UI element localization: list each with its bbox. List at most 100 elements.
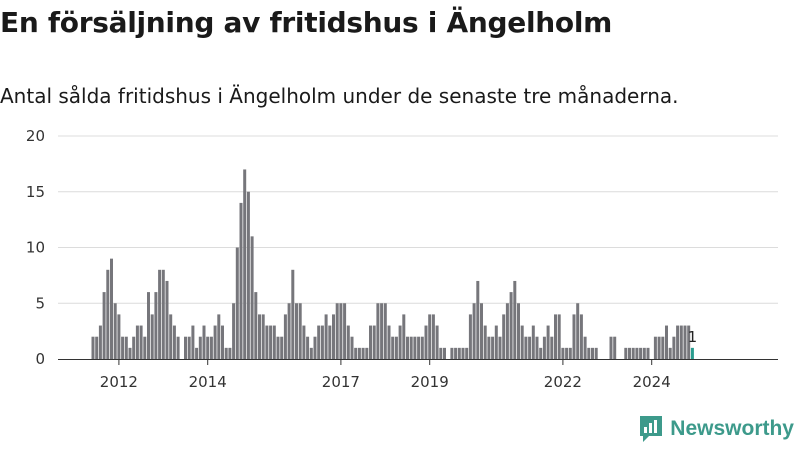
bar (254, 292, 258, 359)
bar (121, 336, 125, 359)
bar (132, 336, 136, 359)
bar (665, 325, 668, 359)
bar (439, 347, 443, 359)
bar (535, 336, 539, 359)
bar-chart: 0 5 10 15 20 2012 2014 2017 2019 2022 2024 1 (26, 127, 778, 391)
bar (246, 191, 250, 359)
bar (91, 336, 95, 359)
bar (531, 325, 535, 359)
bar (209, 336, 213, 359)
bar (465, 347, 469, 359)
bar (391, 336, 395, 359)
bar (235, 247, 239, 359)
bar (250, 236, 254, 359)
bar (646, 347, 650, 359)
bar (457, 347, 461, 359)
bar (587, 347, 591, 359)
x-tick-label: 2014 (189, 373, 227, 391)
bar (409, 336, 413, 359)
bar (154, 292, 158, 359)
bar (480, 303, 483, 359)
bar (402, 314, 406, 359)
bar (161, 269, 165, 359)
bar (628, 347, 631, 359)
bar (191, 325, 195, 359)
x-tick-label: 2022 (544, 373, 582, 391)
bar (98, 325, 102, 359)
bar (383, 303, 387, 359)
bar (280, 336, 284, 359)
bar (565, 347, 569, 359)
bar (668, 347, 672, 359)
bar (147, 292, 150, 359)
bar (428, 314, 432, 359)
brand-name: Newsworthy (670, 417, 794, 440)
bar (261, 314, 265, 359)
x-tick-label: 2019 (411, 373, 449, 391)
bar (406, 336, 409, 359)
bar (642, 347, 646, 359)
bar (561, 347, 565, 359)
y-tick-label: 20 (26, 127, 45, 145)
bar-latest (690, 347, 694, 359)
bar (435, 325, 439, 359)
bar (110, 258, 113, 359)
bar (380, 303, 384, 359)
bar (350, 336, 354, 359)
bar (335, 303, 339, 359)
bar (343, 303, 347, 359)
bar (369, 325, 372, 359)
bar (176, 336, 180, 359)
bar (158, 269, 162, 359)
bar (520, 325, 524, 359)
bar (376, 303, 380, 359)
bar (472, 303, 476, 359)
bar (557, 314, 561, 359)
bar (676, 325, 680, 359)
bar (102, 292, 106, 359)
bar (228, 347, 232, 359)
bar (243, 169, 247, 359)
bar (661, 336, 665, 359)
bar (583, 336, 587, 359)
bar (450, 347, 454, 359)
chart-title: En försäljning av fritidshus i Ängelholm (0, 6, 613, 39)
bar (139, 325, 143, 359)
y-tick-label: 0 (35, 350, 45, 368)
bar (302, 325, 306, 359)
bar (113, 303, 117, 359)
bar (324, 314, 328, 359)
bar (287, 303, 291, 359)
bar (169, 314, 173, 359)
bar (269, 325, 273, 359)
bar (579, 314, 583, 359)
bar (461, 347, 465, 359)
bar (195, 347, 199, 359)
bar (306, 336, 310, 359)
bar (476, 280, 480, 359)
bar (613, 336, 617, 359)
bar (165, 280, 169, 359)
bar (635, 347, 639, 359)
bar (631, 347, 635, 359)
bar (239, 202, 243, 359)
bar (509, 292, 513, 359)
bar (443, 347, 446, 359)
bar (187, 336, 191, 359)
bar (554, 314, 557, 359)
bar (528, 336, 532, 359)
bar (431, 314, 435, 359)
bar (483, 325, 487, 359)
bar (276, 336, 280, 359)
bar (202, 325, 206, 359)
bar (550, 336, 554, 359)
bar (672, 336, 676, 359)
bar (498, 336, 502, 359)
bar (513, 280, 517, 359)
x-tick-label: 2024 (633, 373, 671, 391)
bar (354, 347, 358, 359)
y-tick-label: 15 (26, 183, 45, 201)
bar (295, 303, 298, 359)
bar (568, 347, 572, 359)
bar (224, 347, 228, 359)
